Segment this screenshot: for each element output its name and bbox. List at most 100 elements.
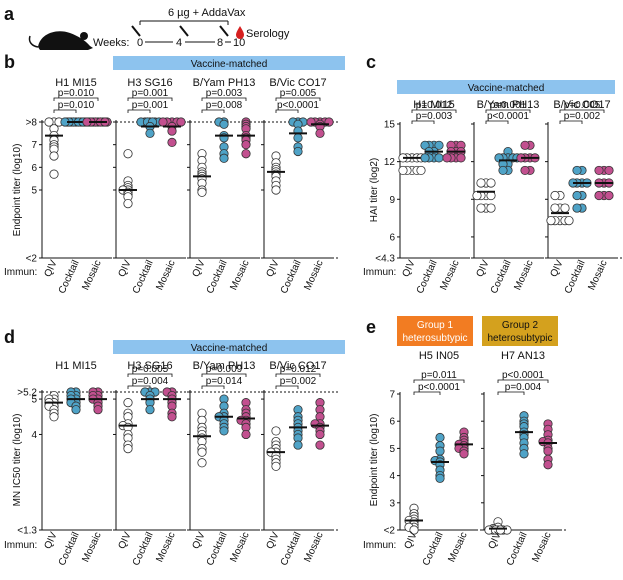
data-point-qiv (197, 458, 207, 468)
subpanel-title: H1 MI15 (55, 360, 97, 372)
panel-label-c: c (366, 52, 376, 72)
x-tick-label-mosaic: Mosaic (446, 531, 469, 564)
data-point-mosaic (442, 153, 452, 163)
significance-bracket (201, 385, 225, 389)
p-value-label: p=0.005 (132, 364, 169, 375)
y-tick-label: 12 (384, 157, 396, 168)
banner-c (397, 80, 615, 94)
data-point-cocktail (293, 133, 303, 143)
x-tick-label-qiv: QIV (190, 530, 207, 551)
y-tick-label: 4 (31, 430, 37, 441)
subpanel-title: B/Yam PH13 (193, 77, 256, 89)
x-tick-label-cocktail: Cocktail (489, 259, 514, 296)
x-tick-label-mosaic: Mosaic (530, 531, 553, 564)
subpanel-title: B/Yam PH13 (193, 360, 256, 372)
significance-bracket (127, 109, 151, 113)
y-tick-label: <2 (26, 254, 38, 265)
x-tick-label-cocktail: Cocktail (131, 259, 156, 296)
data-point-qiv (476, 178, 486, 188)
data-point-cocktail (219, 119, 229, 129)
immun-label-d: Immun: (4, 540, 37, 551)
data-point-mosaic (543, 446, 553, 456)
y-axis-label: Endpoint titer (log10) (12, 144, 23, 237)
data-point-qiv (197, 447, 207, 457)
panel-label-a: a (4, 4, 15, 24)
data-point-cocktail (572, 203, 582, 213)
x-tick-label-qiv: QIV (42, 530, 59, 551)
x-tick-label-cocktail: Cocktail (563, 259, 588, 296)
data-point-mosaic (167, 126, 177, 136)
banner-d-label: Vaccine-matched (191, 343, 268, 354)
significance-bracket (275, 373, 321, 377)
y-tick-label: 15 (384, 120, 396, 131)
p-value-label: p=0.014 (206, 376, 243, 387)
data-point-cocktail (145, 405, 155, 415)
x-tick-label-mosaic: Mosaic (80, 259, 103, 292)
x-tick-label-mosaic: Mosaic (154, 531, 177, 564)
immun-label-b: Immun: (4, 267, 37, 278)
data-point-qiv (486, 178, 496, 188)
significance-bracket (413, 379, 465, 383)
significance-bracket (411, 120, 435, 124)
data-point-mosaic (167, 137, 177, 147)
subpanel-title: H3 SG16 (127, 360, 172, 372)
data-point-qiv (49, 169, 59, 179)
data-point-qiv (546, 216, 556, 226)
significance-bracket (559, 120, 583, 124)
panel-label-d: d (4, 327, 15, 347)
subpanel-title: H1 MI15 (55, 77, 97, 89)
data-point-cocktail (219, 153, 229, 163)
data-point-qiv (44, 117, 54, 127)
data-point-cocktail (71, 405, 81, 415)
data-point-qiv (123, 398, 133, 408)
significance-bracket (127, 97, 173, 101)
data-point-mosaic (241, 149, 251, 159)
x-tick-label-mosaic: Mosaic (228, 259, 251, 292)
data-point-qiv (476, 203, 486, 213)
blood-drop-icon (236, 26, 244, 39)
immun-label-e: Immun: (363, 540, 396, 551)
subpanel-title: H5 IN05 (419, 350, 459, 362)
data-point-cocktail (420, 153, 430, 163)
panel-label-b: b (4, 52, 15, 72)
data-point-mosaic (241, 429, 251, 440)
x-tick-label-qiv: QIV (402, 530, 419, 551)
y-tick-label: <1.3 (17, 526, 37, 537)
y-axis-label: MN IC50 titer (log10) (12, 414, 23, 507)
data-point-cocktail (498, 165, 508, 176)
p-value-label: p<0.0001 (487, 111, 529, 122)
data-point-cocktail (435, 432, 445, 443)
y-tick-label: 7 (389, 390, 395, 401)
x-tick-label-mosaic: Mosaic (302, 531, 325, 564)
chart-panel-c: HAI titer (log2) <4.3 6 9 12 15 H1 MI15p=0.012… (369, 99, 622, 296)
p-value-label: p=0.009 (206, 364, 243, 375)
data-point-qiv (398, 165, 408, 176)
x-tick-label-mosaic: Mosaic (438, 259, 461, 292)
x-tick-label-qiv: QIV (116, 530, 133, 551)
y-axis-label: Endpoint titer (log10) (369, 414, 380, 507)
data-point-mosaic (167, 412, 177, 422)
banner-c-label: Vaccine-matched (468, 83, 545, 94)
y-tick-label: >5.2 (17, 388, 37, 399)
p-value-label: p=0.001 (490, 100, 527, 111)
week-tick-10: 10 (233, 37, 245, 49)
p-value-label: p=0.010 (58, 88, 95, 99)
data-point-mosaic (543, 460, 553, 470)
y-tick-label: 5 (389, 444, 395, 455)
mouse-icon (28, 31, 93, 50)
syringe-icon (131, 25, 229, 37)
x-tick-label-qiv: QIV (548, 258, 565, 279)
data-point-mosaic (520, 165, 530, 176)
significance-bracket (413, 391, 441, 395)
panel-label-e: e (366, 317, 376, 337)
p-value-label: p=0.003 (416, 111, 453, 122)
data-point-mosaic (459, 449, 469, 459)
